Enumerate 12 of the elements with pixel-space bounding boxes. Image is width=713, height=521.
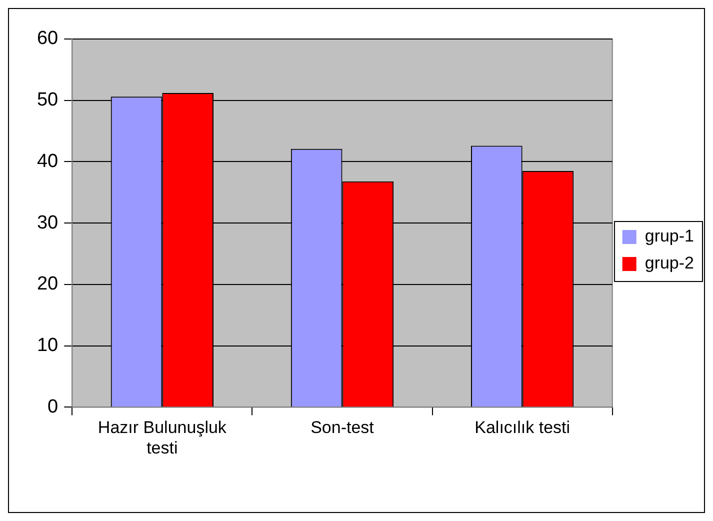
legend-label: grup-2	[644, 254, 694, 273]
y-tick-label: 30	[36, 212, 58, 234]
y-tick-label: 50	[36, 90, 58, 111]
y-tick-label: 10	[36, 335, 58, 356]
x-tick-label: Son-test	[310, 418, 374, 438]
y-tick-label: 0	[48, 396, 58, 418]
legend-label: grup-1	[644, 226, 694, 246]
x-tick-label: Kalıcılık testi	[474, 418, 570, 438]
y-tick-label: 40	[36, 150, 58, 172]
y-tick-label: 20	[36, 274, 58, 295]
x-tick-label: Hazır Bulunuşluk testi	[98, 418, 227, 458]
y-tick-label: 60	[36, 28, 58, 50]
